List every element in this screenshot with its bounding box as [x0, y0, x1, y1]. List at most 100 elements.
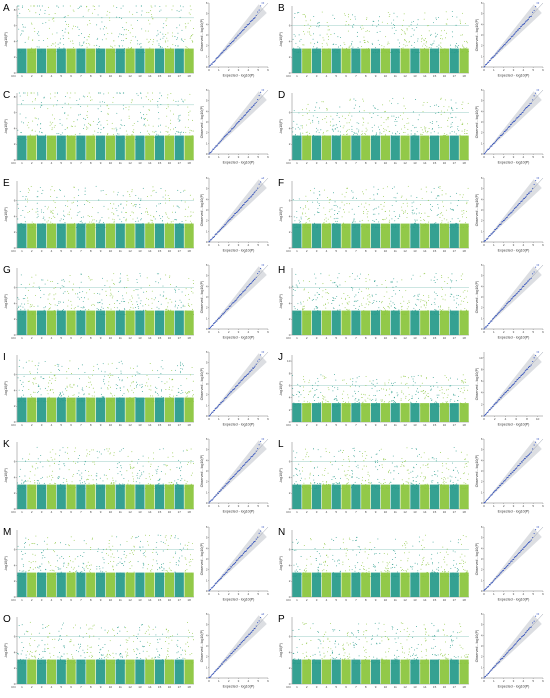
snp-point	[405, 226, 407, 227]
snp-point	[91, 99, 93, 101]
snp-point	[123, 287, 125, 288]
snp-point	[403, 13, 405, 15]
snp-point	[29, 225, 31, 227]
qq-point	[218, 142, 220, 144]
snp-point	[96, 38, 98, 40]
snp-point	[38, 139, 39, 140]
snp-point	[153, 38, 155, 40]
snp-point	[141, 118, 142, 119]
snp-point	[167, 106, 169, 108]
snp-point	[430, 35, 432, 37]
snp-point	[40, 106, 41, 108]
snp-point	[440, 98, 442, 99]
snp-point	[50, 311, 52, 313]
snp-point	[404, 225, 406, 227]
snp-point	[105, 313, 107, 315]
snp-point	[87, 214, 89, 216]
snp-point	[365, 277, 367, 279]
snp-point	[365, 127, 367, 129]
snp-point	[446, 18, 448, 20]
snp-point	[294, 134, 296, 136]
snp-point	[148, 304, 150, 306]
snp-point	[395, 293, 397, 295]
qq-point	[241, 205, 243, 208]
snp-point	[411, 205, 413, 207]
snp-point	[84, 297, 86, 298]
snp-point	[423, 219, 425, 221]
snp-point	[119, 51, 121, 53]
snp-point	[348, 114, 350, 116]
chromosome-3-points	[36, 92, 47, 161]
snp-point	[404, 209, 406, 211]
snp-point	[138, 226, 140, 228]
snp-point	[428, 299, 429, 301]
snp-point	[130, 306, 132, 308]
snp-point	[433, 40, 435, 42]
snp-point	[369, 49, 371, 51]
snp-point	[50, 139, 52, 141]
qq-point	[486, 62, 488, 64]
snp-point	[420, 127, 422, 129]
snp-point	[146, 12, 148, 14]
snp-density-band	[302, 48, 312, 73]
snp-point	[99, 220, 101, 222]
snp-point	[64, 215, 66, 217]
snp-point	[125, 211, 127, 213]
manhattan-ytick-label: 2	[289, 230, 291, 234]
qq-point	[243, 203, 245, 205]
snp-density-band	[125, 310, 135, 335]
snp-point	[322, 225, 324, 227]
snp-point	[304, 139, 306, 141]
snp-point	[367, 210, 369, 212]
snp-point	[396, 139, 398, 141]
qq-xtick-label: 4	[522, 68, 524, 72]
snp-point	[426, 102, 428, 104]
snp-point	[325, 220, 327, 222]
snp-point	[176, 205, 178, 206]
qq-point	[219, 54, 221, 56]
qq-point	[511, 122, 513, 124]
qq-point	[245, 289, 247, 291]
snp-point	[177, 189, 179, 191]
qq-point	[224, 223, 226, 225]
snp-point	[440, 226, 441, 228]
snp-point	[164, 197, 166, 199]
chromosome-3-points	[311, 273, 322, 335]
chromosome-tick-label: 14	[148, 74, 152, 78]
snp-density-band	[27, 310, 37, 335]
snp-point	[389, 307, 390, 309]
snp-point	[299, 40, 301, 42]
chromosome-tick-label: 2	[31, 74, 33, 78]
snp-point	[396, 49, 398, 51]
qq-ytick-label: 5	[206, 273, 208, 277]
snp-point	[330, 121, 332, 123]
snp-point	[343, 225, 345, 227]
snp-point	[349, 276, 351, 277]
snp-point	[97, 311, 99, 313]
snp-point	[135, 220, 137, 222]
snp-point	[349, 99, 351, 100]
chromosome-17-points	[449, 273, 460, 335]
qq-tail-point	[532, 187, 534, 189]
snp-point	[107, 134, 109, 136]
qq-point	[248, 23, 250, 25]
snp-point	[347, 138, 349, 140]
snp-point	[307, 218, 309, 220]
snp-point	[388, 43, 390, 44]
snp-point	[122, 34, 124, 36]
snp-point	[435, 17, 437, 19]
snp-point	[177, 45, 179, 47]
qq-point	[520, 114, 522, 116]
chromosome-18-points	[184, 277, 195, 335]
snp-point	[193, 28, 195, 29]
snp-point	[323, 137, 325, 139]
snp-point	[408, 25, 410, 27]
chromosome-axis-label: Chr	[11, 74, 16, 78]
chromosome-tick-label: 17	[178, 249, 182, 253]
snp-point	[84, 203, 86, 205]
snp-point	[344, 312, 346, 314]
snp-point	[27, 211, 29, 213]
snp-point	[119, 128, 121, 129]
snp-point	[431, 224, 433, 226]
snp-point	[362, 27, 364, 29]
